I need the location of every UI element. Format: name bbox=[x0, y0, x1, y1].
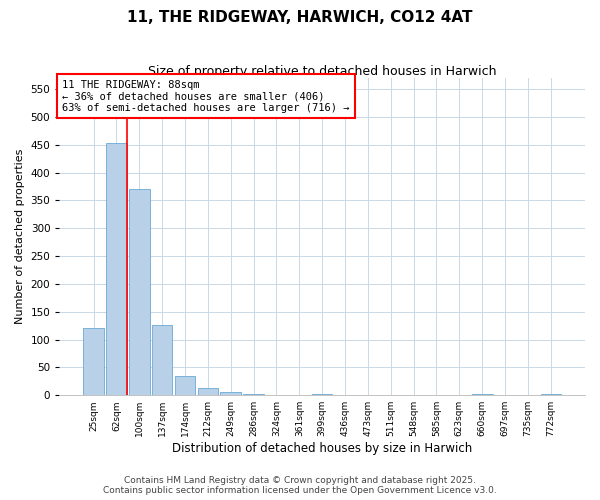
Bar bbox=[220, 392, 241, 395]
Y-axis label: Number of detached properties: Number of detached properties bbox=[15, 149, 25, 324]
Text: 11, THE RIDGEWAY, HARWICH, CO12 4AT: 11, THE RIDGEWAY, HARWICH, CO12 4AT bbox=[127, 10, 473, 25]
Bar bbox=[106, 143, 127, 395]
X-axis label: Distribution of detached houses by size in Harwich: Distribution of detached houses by size … bbox=[172, 442, 472, 455]
Bar bbox=[541, 394, 561, 395]
Bar bbox=[312, 394, 332, 395]
Bar bbox=[129, 190, 149, 395]
Bar bbox=[175, 376, 195, 395]
Bar bbox=[472, 394, 493, 395]
Bar bbox=[197, 388, 218, 395]
Bar bbox=[83, 328, 104, 395]
Text: Contains HM Land Registry data © Crown copyright and database right 2025.
Contai: Contains HM Land Registry data © Crown c… bbox=[103, 476, 497, 495]
Text: 11 THE RIDGEWAY: 88sqm
← 36% of detached houses are smaller (406)
63% of semi-de: 11 THE RIDGEWAY: 88sqm ← 36% of detached… bbox=[62, 80, 349, 113]
Bar bbox=[152, 324, 172, 395]
Title: Size of property relative to detached houses in Harwich: Size of property relative to detached ho… bbox=[148, 65, 496, 78]
Bar bbox=[243, 394, 264, 395]
